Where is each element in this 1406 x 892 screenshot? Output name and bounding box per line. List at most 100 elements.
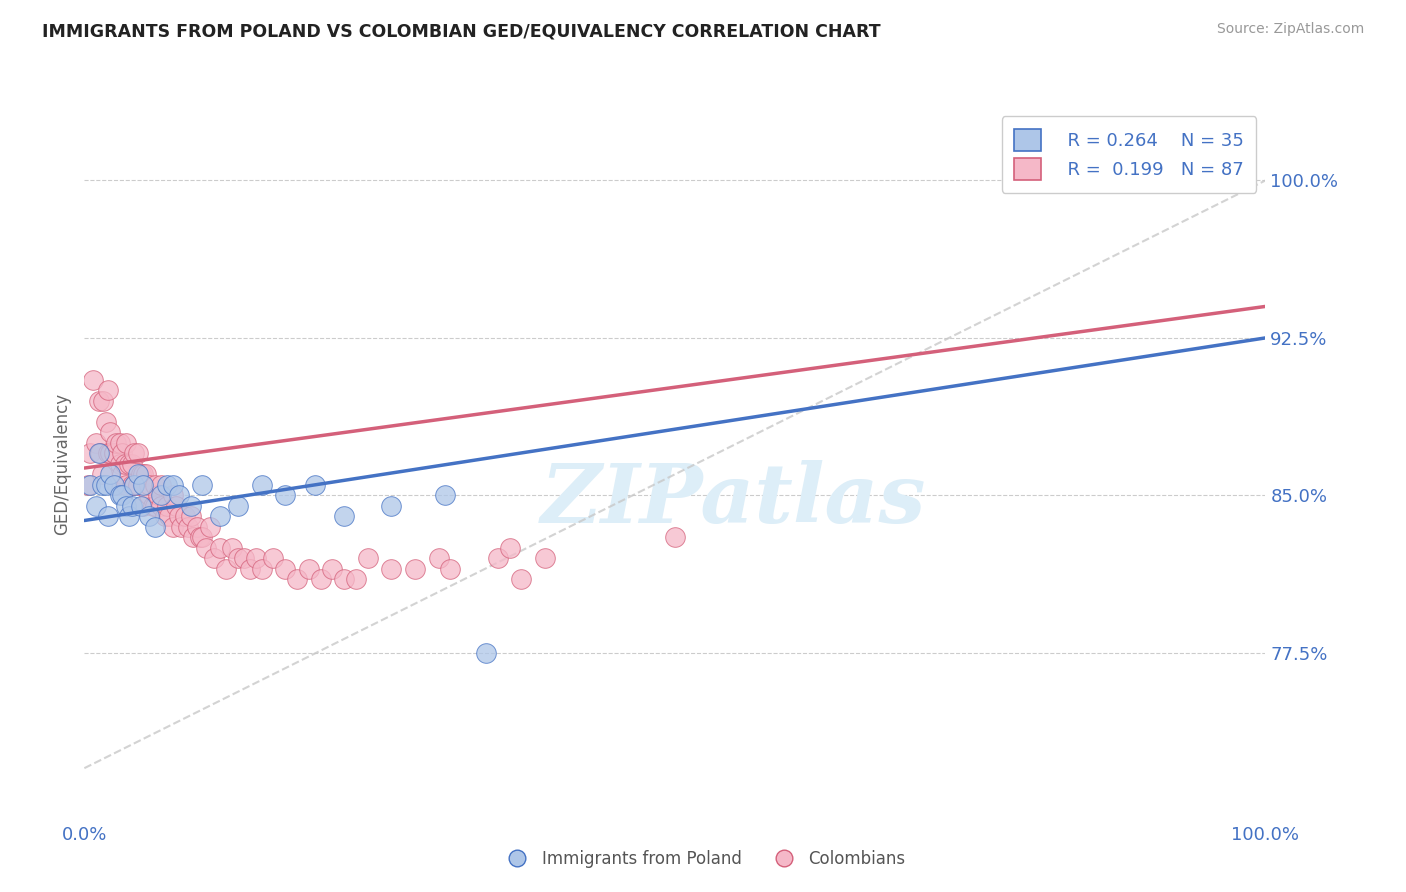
Point — [215, 562, 238, 576]
Point — [181, 530, 204, 544]
Point — [94, 415, 117, 429]
Point — [1230, 173, 1253, 187]
Point — [114, 435, 136, 450]
Point — [79, 446, 101, 460]
Point — [180, 499, 202, 513]
Point — [209, 541, 232, 555]
Point — [534, 551, 557, 566]
Point — [142, 499, 165, 513]
Point — [439, 562, 461, 576]
Point — [122, 446, 145, 460]
Point — [84, 435, 107, 450]
Point — [121, 457, 143, 471]
Point — [108, 435, 131, 450]
Point — [111, 488, 134, 502]
Point — [166, 499, 188, 513]
Point — [153, 509, 176, 524]
Point — [226, 551, 249, 566]
Point — [475, 646, 498, 660]
Point — [122, 478, 145, 492]
Point — [357, 551, 380, 566]
Point — [114, 499, 136, 513]
Y-axis label: GED/Equivalency: GED/Equivalency — [53, 392, 72, 535]
Point — [198, 520, 221, 534]
Point — [107, 478, 129, 492]
Point — [232, 551, 254, 566]
Text: ZIPatlas: ZIPatlas — [541, 459, 927, 540]
Point — [162, 488, 184, 502]
Point — [380, 562, 402, 576]
Point — [114, 457, 136, 471]
Point — [274, 488, 297, 502]
Point — [135, 467, 157, 482]
Point — [143, 478, 166, 492]
Point — [157, 509, 180, 524]
Point — [333, 572, 356, 586]
Point — [127, 446, 149, 460]
Point — [127, 467, 149, 482]
Point — [250, 478, 273, 492]
Point — [103, 446, 125, 460]
Point — [486, 551, 509, 566]
Point — [114, 478, 136, 492]
Point — [129, 499, 152, 513]
Point — [156, 478, 179, 492]
Point — [321, 562, 343, 576]
Point — [170, 520, 193, 534]
Point — [103, 446, 125, 460]
Point — [132, 467, 155, 482]
Point — [94, 478, 117, 492]
Point — [111, 446, 134, 460]
Point — [180, 509, 202, 524]
Point — [108, 457, 131, 471]
Point — [188, 530, 211, 544]
Point — [122, 478, 145, 492]
Point — [132, 499, 155, 513]
Point — [245, 551, 267, 566]
Point — [167, 509, 190, 524]
Point — [250, 562, 273, 576]
Point — [143, 520, 166, 534]
Point — [82, 373, 104, 387]
Point — [209, 509, 232, 524]
Point — [121, 478, 143, 492]
Point — [404, 562, 426, 576]
Point — [162, 520, 184, 534]
Point — [333, 509, 356, 524]
Point — [98, 425, 121, 440]
Point — [150, 499, 173, 513]
Point — [138, 478, 160, 492]
Point — [77, 478, 100, 492]
Point — [87, 393, 110, 408]
Point — [298, 562, 321, 576]
Point — [195, 541, 218, 555]
Point — [262, 551, 284, 566]
Point — [274, 562, 297, 576]
Point — [118, 457, 141, 471]
Point — [304, 478, 326, 492]
Point — [498, 541, 520, 555]
Point — [150, 488, 173, 502]
Point — [129, 467, 152, 482]
Point — [97, 446, 120, 460]
Text: Source: ZipAtlas.com: Source: ZipAtlas.com — [1216, 22, 1364, 37]
Point — [239, 562, 262, 576]
Point — [167, 488, 190, 502]
Point — [105, 435, 128, 450]
Point — [433, 488, 456, 502]
Point — [118, 509, 141, 524]
Point — [226, 499, 249, 513]
Point — [103, 478, 125, 492]
Point — [91, 467, 114, 482]
Point — [127, 478, 149, 492]
Point — [79, 478, 101, 492]
Point — [156, 499, 179, 513]
Point — [344, 572, 367, 586]
Point — [285, 572, 308, 586]
Legend: Immigrants from Poland, Colombians: Immigrants from Poland, Colombians — [494, 844, 912, 875]
Point — [84, 499, 107, 513]
Point — [146, 488, 169, 502]
Point — [87, 446, 110, 460]
Point — [177, 520, 200, 534]
Point — [380, 499, 402, 513]
